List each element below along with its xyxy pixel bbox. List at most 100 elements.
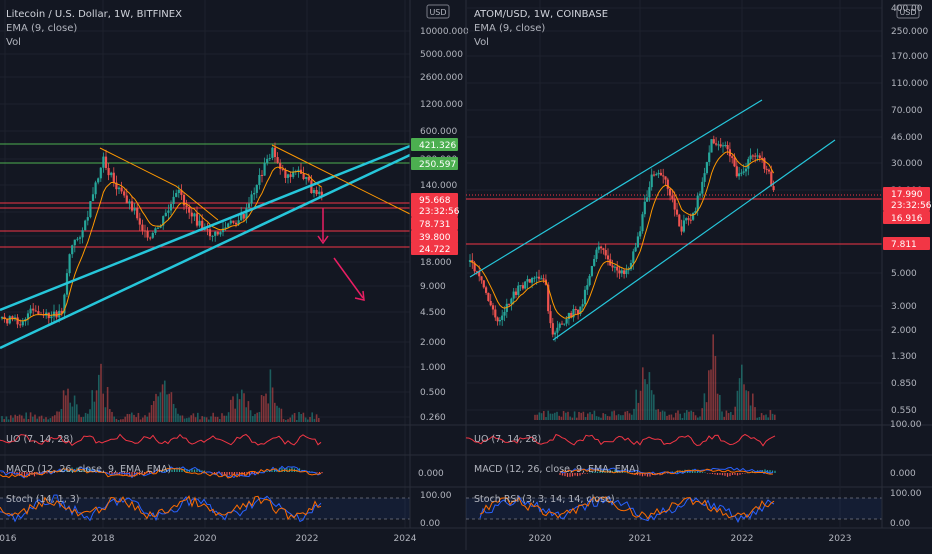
right-channel-upper[interactable]	[469, 99, 763, 278]
candle-body	[237, 220, 240, 225]
left-chart-title[interactable]: Litecoin / U.S. Dollar, 1W, BITFINEX	[6, 9, 182, 20]
candle-body	[510, 298, 513, 304]
volume-bar	[230, 399, 232, 422]
left-grid	[0, 0, 410, 528]
right-currency-box[interactable]	[896, 4, 920, 19]
macd-hist-bar	[261, 471, 263, 473]
right-chart-pane[interactable]: ATOM/USD, 1W, COINBASE EMA (9, close) Vo…	[465, 0, 882, 528]
volume-bar	[714, 356, 717, 420]
left-ema-label[interactable]: EMA (9, close)	[6, 23, 77, 34]
candle-body	[193, 213, 196, 217]
volume-bar	[80, 417, 82, 422]
candle-body	[491, 305, 495, 310]
left-lower-trendline[interactable]	[0, 153, 411, 350]
candle-body	[696, 195, 699, 212]
right-chart-title[interactable]: ATOM/USD, 1W, COINBASE	[474, 9, 608, 20]
candle-body	[130, 201, 134, 211]
macd-hist-bar	[13, 472, 16, 474]
macd-hist-bar	[311, 471, 313, 472]
volume-bar	[681, 417, 684, 420]
candle-body	[650, 174, 653, 188]
left-diagonal-arrow-shaft[interactable]	[333, 257, 364, 299]
right-vol-label[interactable]: Vol	[474, 37, 489, 48]
volume-bar	[538, 412, 541, 420]
volume-bar	[276, 405, 278, 422]
left-descending-trendline-1[interactable]	[99, 147, 219, 221]
candle-body	[32, 308, 35, 311]
volume-bar	[598, 416, 600, 420]
left-price-axis[interactable]: USD 10000.000 5000.000 2600.000 1200.000 600…	[409, 0, 469, 529]
volume-bar	[124, 416, 126, 422]
volume-bar	[225, 415, 228, 422]
volume-bar	[703, 393, 706, 420]
candle-body	[188, 207, 191, 213]
left-currency-box[interactable]	[426, 4, 450, 19]
volume-bar	[287, 419, 289, 422]
left-price-tag-bg	[411, 157, 458, 170]
volume-bar	[76, 404, 78, 422]
candle-body	[682, 220, 685, 232]
candle-body	[620, 270, 623, 274]
volume-bar	[296, 419, 298, 422]
left-time-axis[interactable]: 2016 2018 2020 2022 2024	[0, 534, 417, 544]
candle-body	[508, 303, 511, 305]
right-macd-label[interactable]: MACD (12, 26, close, 9, EMA, EMA)	[474, 464, 639, 475]
right-stoch-axis-bottom: 0.00	[890, 519, 910, 529]
candle-body	[719, 144, 722, 147]
volume-bar	[150, 405, 153, 422]
volume-bar	[620, 415, 622, 420]
macd-hist-bar	[639, 473, 641, 476]
candle-body	[104, 156, 108, 168]
left-uo-label[interactable]: UO (7, 14, 28)	[6, 434, 73, 445]
left-stoch-label[interactable]: Stoch (14, 1, 3)	[6, 494, 80, 505]
right-time-axis[interactable]: 2020 2021 2022 2023	[529, 534, 852, 544]
candle-body	[242, 214, 245, 219]
volume-bar	[699, 416, 701, 420]
candle-body	[517, 285, 520, 295]
right-price-axis-label: 3.000	[891, 302, 917, 312]
right-channel-lower[interactable]	[552, 139, 836, 341]
left-macd-label[interactable]: MACD (12, 26, close, 9, EMA, EMA)	[6, 464, 171, 475]
volume-bar	[749, 405, 752, 420]
volume-bar	[153, 401, 155, 422]
candle-body	[284, 170, 287, 178]
candle-body	[558, 323, 561, 328]
right-stoch-label[interactable]: Stoch RSI (3, 3, 14, 14, close)	[474, 494, 615, 505]
candle-body	[16, 317, 19, 325]
right-ema-label[interactable]: EMA (9, close)	[474, 23, 545, 34]
candle-body	[11, 316, 14, 319]
candle-body	[567, 312, 570, 319]
volume-bar	[128, 414, 131, 422]
candle-body	[675, 209, 679, 215]
volume-bar	[67, 388, 69, 422]
left-stoch-axis-top: 100.00	[420, 491, 452, 501]
volume-bar	[578, 411, 580, 420]
left-vol-label[interactable]: Vol	[6, 37, 21, 48]
volume-bar	[78, 414, 80, 422]
right-price-axis-label: 0.850	[891, 379, 917, 389]
candle-body	[501, 315, 504, 320]
macd-hist-bar	[253, 472, 256, 474]
right-price-axis[interactable]: USD 400.00 250.000 170.000 110.000 70.000 46.…	[881, 0, 932, 529]
candle-body	[632, 251, 635, 263]
volume-bar	[622, 415, 624, 420]
volume-bar	[214, 416, 217, 422]
right-stoch-k-line	[479, 495, 775, 524]
volume-bar	[192, 413, 195, 422]
macd-hist-bar	[111, 472, 113, 475]
candle-body	[482, 280, 485, 288]
volume-bar	[646, 384, 648, 420]
macd-hist-bar	[559, 473, 561, 475]
candle-body	[756, 155, 759, 157]
candle-body	[712, 139, 715, 144]
left-descending-trendline-2[interactable]	[271, 144, 411, 215]
volume-bar	[49, 418, 52, 422]
right-uo-label[interactable]: UO (7, 14, 28)	[474, 434, 541, 445]
candle-body	[772, 186, 775, 191]
left-upper-trendline[interactable]	[0, 144, 411, 312]
volume-bar	[3, 419, 5, 422]
volume-bar	[71, 406, 74, 422]
candle-body	[247, 203, 251, 208]
